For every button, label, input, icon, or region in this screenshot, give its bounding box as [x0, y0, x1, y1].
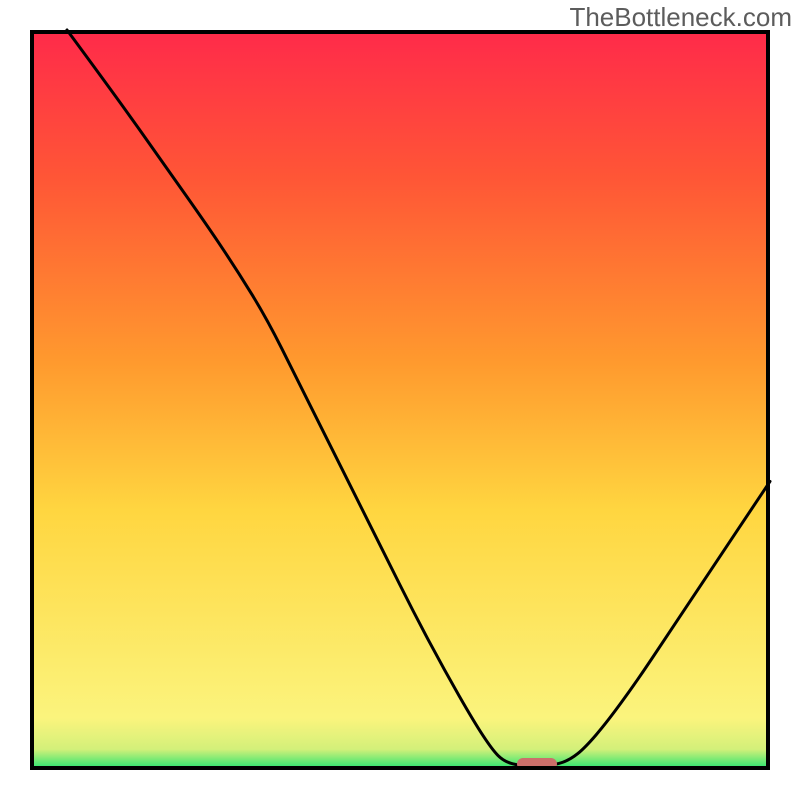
curve-path	[67, 30, 770, 766]
border-right	[766, 30, 770, 770]
plot-area	[30, 30, 770, 770]
border-top	[30, 30, 770, 34]
curve-line	[30, 30, 770, 770]
border-bottom	[30, 766, 770, 770]
watermark-text: TheBottleneck.com	[569, 2, 792, 33]
chart-container: TheBottleneck.com	[0, 0, 800, 800]
border-left	[30, 30, 34, 770]
